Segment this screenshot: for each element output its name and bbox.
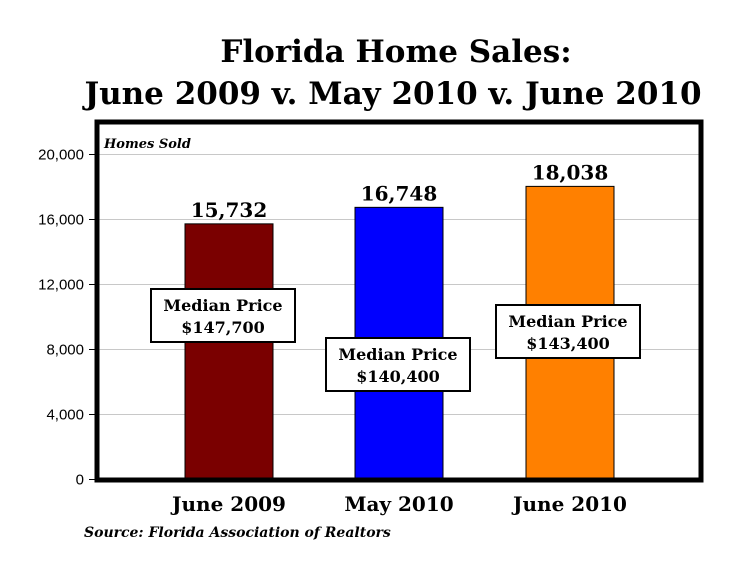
annotation-box	[325, 337, 471, 392]
chart-title-line-1: Florida Home Sales:	[220, 34, 571, 70]
source-note: Source: Florida Association of Realtors	[84, 525, 391, 541]
annotation-title: Median Price	[508, 312, 627, 331]
value-label: 18,038	[532, 160, 609, 184]
annotation-box	[150, 288, 296, 343]
y-tick-label: 4,000	[46, 407, 84, 424]
category-label: June 2010	[511, 492, 627, 516]
annotation-box	[495, 304, 641, 359]
value-labels: 15,732 16,748 18,038	[191, 160, 609, 221]
value-label: 15,732	[191, 198, 268, 222]
bar	[184, 223, 274, 480]
annotation-title: Median Price	[163, 296, 282, 315]
category-label: June 2009	[170, 492, 286, 516]
annotation-price: $143,400	[526, 334, 610, 353]
y-axis-label: Homes Sold	[103, 137, 191, 152]
median-price-annotations: Median Price $147,700 Median Price $140,400…	[150, 288, 641, 392]
y-tick-label: 0	[76, 472, 84, 489]
y-tick-label: 8,000	[46, 342, 84, 359]
annotation-title: Median Price	[338, 345, 457, 364]
y-axis-ticks: 0 4,000 8,000 12,000 16,000 20,000	[38, 147, 97, 489]
chart-title-line-2: June 2009 v. May 2010 v. June 2010	[81, 76, 701, 112]
annotation-price: $147,700	[181, 318, 265, 337]
y-tick-label: 16,000	[38, 212, 84, 229]
y-tick-label: 20,000	[38, 147, 84, 164]
y-tick-label: 12,000	[38, 277, 84, 294]
plot-frame	[94, 119, 704, 483]
x-axis-categories: June 2009 May 2010 June 2010	[170, 492, 627, 516]
value-label: 16,748	[361, 181, 438, 205]
category-label: May 2010	[344, 492, 453, 516]
annotation-price: $140,400	[356, 367, 440, 386]
